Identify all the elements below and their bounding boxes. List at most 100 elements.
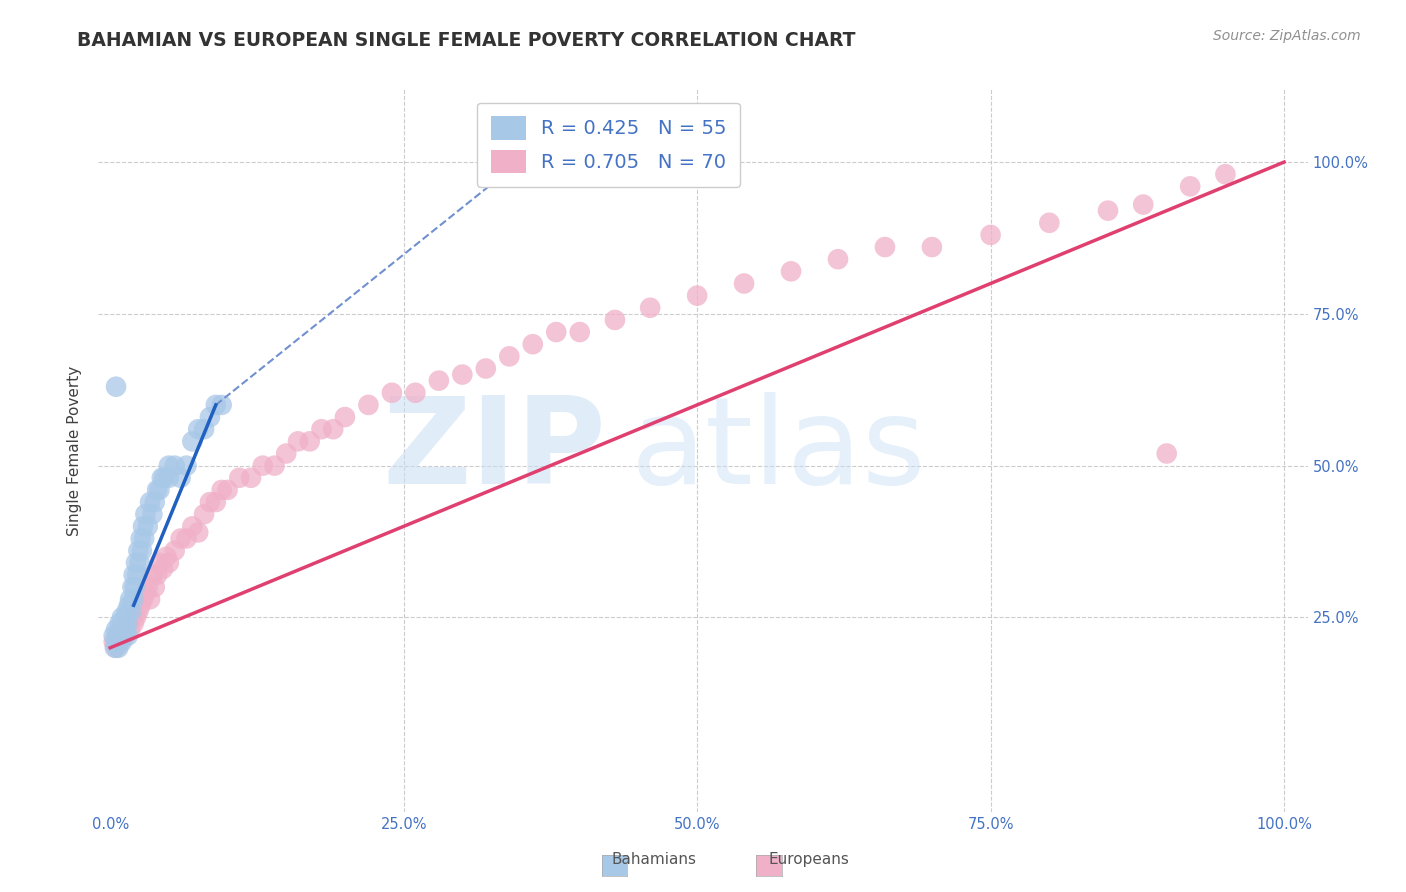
Point [357, 398, 380, 412]
Text: ZIP: ZIP [382, 392, 606, 509]
Point [105, 634, 128, 648]
Point [1038, 216, 1060, 230]
Point [780, 264, 803, 278]
Point [148, 483, 170, 497]
Point [108, 616, 131, 631]
Point [204, 398, 226, 412]
Point [111, 629, 134, 643]
Point [125, 556, 148, 570]
Point [427, 374, 450, 388]
Point [568, 325, 591, 339]
Point [603, 313, 626, 327]
Point [118, 599, 141, 613]
Point [1132, 197, 1154, 211]
Point [187, 525, 209, 540]
Point [240, 471, 263, 485]
Point [128, 556, 150, 570]
Point [105, 629, 128, 643]
Point [141, 507, 163, 521]
Point [146, 568, 169, 582]
Point [155, 549, 177, 564]
Point [114, 610, 136, 624]
Point [252, 458, 274, 473]
Point [120, 604, 142, 618]
Point [980, 227, 1002, 242]
Point [198, 495, 221, 509]
Text: Source: ZipAtlas.com: Source: ZipAtlas.com [1213, 29, 1361, 43]
Point [187, 422, 209, 436]
Point [733, 277, 755, 291]
Point [148, 556, 170, 570]
Point [157, 471, 180, 485]
Point [112, 623, 135, 637]
Point [127, 568, 149, 582]
Point [169, 471, 191, 485]
Point [122, 616, 145, 631]
Point [1180, 179, 1202, 194]
Point [150, 471, 173, 485]
Point [163, 543, 186, 558]
Point [276, 446, 298, 460]
Point [139, 495, 162, 509]
Point [105, 640, 128, 655]
Text: atlas: atlas [630, 392, 927, 509]
Point [115, 604, 138, 618]
Point [181, 519, 204, 533]
Text: Bahamians: Bahamians [612, 852, 696, 867]
Point [1097, 203, 1119, 218]
Point [176, 532, 198, 546]
Point [134, 532, 156, 546]
Point [322, 422, 344, 436]
Point [217, 483, 239, 497]
Point [117, 629, 139, 643]
Point [176, 458, 198, 473]
Point [111, 634, 134, 648]
Point [105, 629, 128, 643]
Point [451, 368, 474, 382]
Point [139, 592, 162, 607]
Text: BAHAMIAN VS EUROPEAN SINGLE FEMALE POVERTY CORRELATION CHART: BAHAMIAN VS EUROPEAN SINGLE FEMALE POVER… [77, 31, 856, 50]
Point [110, 623, 132, 637]
Point [143, 580, 166, 594]
Point [873, 240, 896, 254]
Legend: R = 0.425   N = 55, R = 0.705   N = 70: R = 0.425 N = 55, R = 0.705 N = 70 [477, 103, 740, 187]
Point [121, 580, 143, 594]
Point [111, 610, 134, 624]
Point [475, 361, 498, 376]
Point [134, 586, 156, 600]
Point [498, 349, 520, 363]
Point [104, 640, 127, 655]
Point [132, 519, 155, 533]
Point [381, 385, 404, 400]
Point [105, 623, 128, 637]
Point [157, 458, 180, 473]
Point [141, 568, 163, 582]
Point [193, 422, 215, 436]
Point [163, 458, 186, 473]
Point [298, 434, 321, 449]
Point [204, 495, 226, 509]
Point [108, 634, 131, 648]
Point [198, 410, 221, 425]
Point [117, 616, 139, 631]
Point [129, 599, 152, 613]
Text: Europeans: Europeans [768, 852, 849, 867]
Point [287, 434, 309, 449]
Point [122, 592, 145, 607]
Point [211, 483, 233, 497]
Point [1215, 167, 1237, 181]
Point [263, 458, 285, 473]
Point [108, 629, 131, 643]
Point [120, 592, 142, 607]
Point [117, 616, 139, 631]
Point [127, 604, 149, 618]
Point [311, 422, 333, 436]
Point [546, 325, 568, 339]
Point [193, 507, 215, 521]
Point [827, 252, 849, 267]
Point [136, 519, 159, 533]
Point [1156, 446, 1178, 460]
Point [146, 483, 169, 497]
Point [120, 623, 142, 637]
Point [105, 380, 128, 394]
